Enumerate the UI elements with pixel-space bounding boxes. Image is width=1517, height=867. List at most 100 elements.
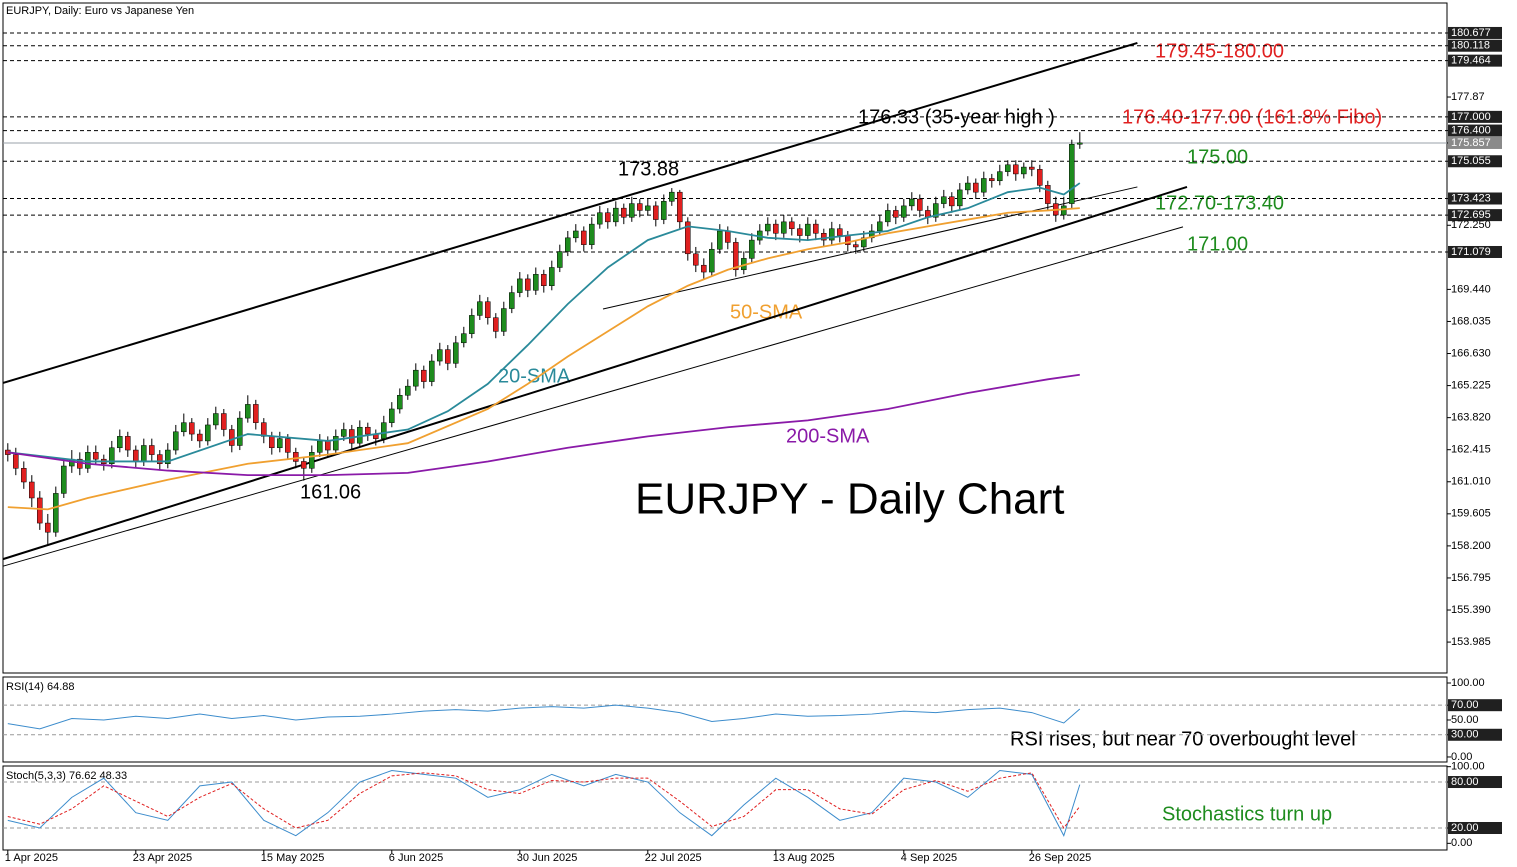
candle-body [133,449,139,462]
candle-body [949,196,955,207]
candle-body [53,493,59,533]
candle-body [197,433,203,442]
annotation: 173.88 [618,158,679,180]
tick-box [1448,136,1502,149]
candle-body [573,230,579,239]
trend-line [2,226,1184,567]
y-tick-label: 0.00 [1451,837,1472,849]
x-tick-label: 15 May 2025 [261,852,325,864]
candle-body [733,242,739,271]
candle-body [485,301,491,318]
candle-body [877,221,883,232]
series-line [7,207,1080,511]
series-line [7,182,1081,463]
candle-body [237,417,243,446]
candle-body [557,251,563,268]
candle-body [989,178,995,182]
tick-box [1448,39,1502,52]
tick-box [1448,245,1502,258]
candle-body [693,253,699,266]
y-tick-label: 172.250 [1451,219,1491,231]
candle-body [429,360,435,382]
candle-body [621,207,627,218]
candle-body [501,308,507,332]
series-line [7,769,1081,837]
candle-body [797,228,803,236]
candle-body [813,223,819,234]
candle-body [157,454,163,464]
x-tick-label: 26 Sep 2025 [1029,852,1091,864]
y-tick-label: 20.00 [1451,822,1479,834]
tick-box [1448,54,1502,67]
y-tick-label: 166.630 [1451,347,1491,359]
candle-body [549,267,555,286]
candle-body [437,349,443,362]
candle-body [405,385,411,396]
y-tick-label: 30.00 [1451,729,1479,741]
y-tick-label: 163.820 [1451,412,1491,424]
chart-title: EURJPY, Daily: Euro vs Japanese Yen [6,5,194,17]
candle-body [173,431,179,451]
candle-body [589,223,595,245]
candle-body [149,445,155,455]
candle-body [261,422,267,437]
candle-body [125,436,131,451]
candle-body [701,264,707,273]
candle-body [453,342,459,364]
candle-body [997,171,1003,182]
y-tick-label: 100.00 [1451,677,1485,689]
y-tick-label: 175.055 [1451,155,1491,167]
candle-body [61,465,67,494]
candle-body [93,452,99,460]
candle-body [85,452,91,469]
candle-body [1061,205,1067,216]
candle-body [397,395,403,410]
candle-body [493,317,499,332]
y-tick-label: 100.00 [1451,761,1485,773]
candle-body [13,454,19,469]
candle-body [853,244,859,248]
candle-body [597,212,603,225]
candle-body [709,248,715,273]
candle-body [205,424,211,442]
y-tick-label: 80.00 [1451,776,1479,788]
candle-body [309,452,315,469]
candle-body [285,438,291,453]
y-tick-label: 179.464 [1451,55,1491,67]
series-line [7,373,1080,477]
candle-body [941,196,947,204]
stoch-frame [2,765,1448,851]
candle-body [245,404,251,419]
candle-body [901,205,907,218]
candle-body [717,230,723,250]
annotation: 179.45-180.00 [1155,40,1284,62]
candle-body [29,481,35,499]
candle-body [765,223,771,232]
candle-body [325,440,331,451]
candle-body [933,203,939,218]
candle-body [1029,166,1035,170]
candle-body [421,369,427,382]
candle-body [1045,185,1051,204]
y-tick-label: 161.010 [1451,476,1491,488]
candle-body [461,333,467,344]
candle-body [389,408,395,423]
candle-body [957,189,963,207]
tick-box [1448,776,1502,789]
y-tick-label: 162.415 [1451,444,1491,456]
y-tick-label: 153.985 [1451,636,1491,648]
candle-body [45,522,51,533]
candle-body [1005,164,1011,172]
y-tick-label: 172.695 [1451,209,1491,221]
x-tick-label: 13 Aug 2025 [773,852,835,864]
tick-box [1448,192,1502,205]
trend-line [2,41,1138,384]
heading: EURJPY - Daily Chart [635,475,1065,524]
main-frame [2,2,1448,674]
tick-box [1448,822,1502,835]
series-line [7,772,1081,829]
candle-body [533,274,539,291]
tick-box [1448,209,1502,222]
candle-body [637,203,643,211]
